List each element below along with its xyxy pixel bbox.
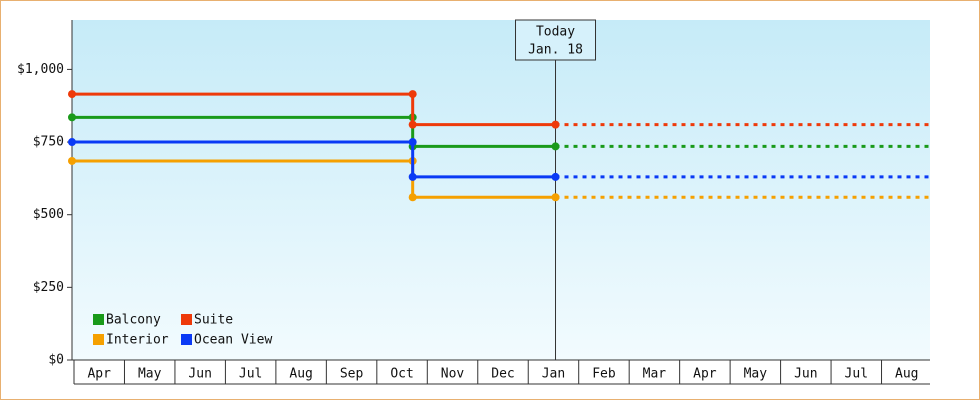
today-box [515,19,597,61]
legend-label: Interior [106,333,169,348]
legend-label: Suite [194,313,233,328]
data-point [408,138,417,147]
series-line [72,140,556,179]
y-tick-label: $750 [33,135,64,150]
legend-swatch [181,334,192,345]
x-tick-label: Apr [693,367,717,382]
x-tick-label: Mar [643,367,667,382]
x-tick-label: Jan [542,367,565,382]
data-point [408,120,417,129]
x-tick-label: Jul [239,367,262,382]
data-point [551,120,560,129]
x-tick-label: Apr [87,367,111,382]
today-label: Jan. 18 [528,43,583,58]
data-point [408,193,417,202]
plot-area [72,20,930,360]
data-point [68,138,76,147]
x-tick-label: Dec [491,367,514,382]
x-tick-label: Jun [188,367,211,382]
data-point [551,193,560,202]
data-point [551,142,560,151]
legend-swatch [93,314,104,325]
x-tick-label: Feb [592,367,616,382]
x-tick-label: Oct [390,367,413,382]
x-tick-label: May [744,367,768,382]
y-tick-label: $250 [33,280,64,295]
legend-label: Ocean View [194,333,272,348]
data-point [68,113,76,122]
x-tick-label: Aug [289,367,312,382]
data-point [551,172,560,181]
series-line [72,92,556,127]
data-point [408,172,417,181]
legend-swatch [181,314,192,325]
x-tick-label: Jul [845,367,868,382]
x-tick-label: May [138,367,162,382]
y-tick-label: $0 [48,353,64,368]
x-tick-label: Aug [895,367,918,382]
data-point [68,156,76,165]
x-tick-label: Jun [794,367,817,382]
series-line [72,115,556,148]
x-tick-label: Nov [441,367,465,382]
legend-swatch [93,334,104,345]
y-tick-label: $1,000 [17,62,64,77]
data-point [408,90,417,99]
x-tick-label: Sep [340,367,364,382]
legend-label: Balcony [106,313,161,328]
data-point [68,90,76,99]
today-label: Today [536,25,575,40]
y-tick-label: $500 [33,207,64,222]
